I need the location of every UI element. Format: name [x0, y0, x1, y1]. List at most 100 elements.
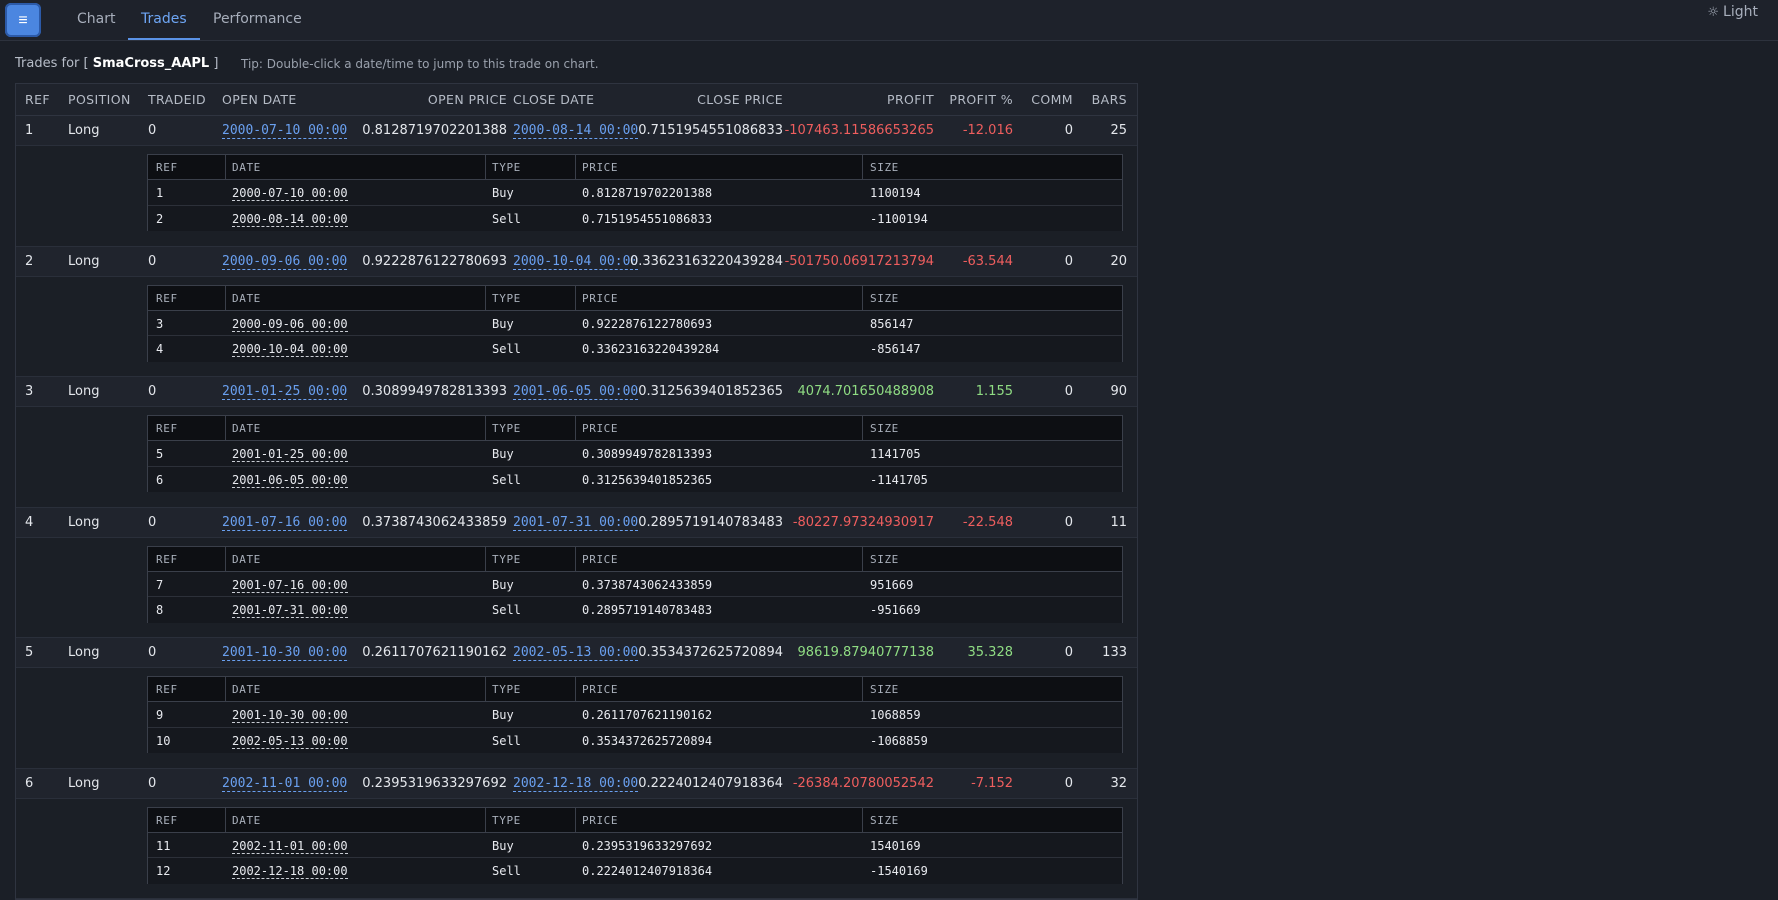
- col-profit[interactable]: PROFIT: [887, 92, 934, 107]
- trade-position: Long: [68, 253, 100, 269]
- open-price: 0.3738743062433859: [362, 514, 507, 530]
- trade-group: 1 Long 0 2000-07-10 00:00 0.8128719702201388…: [16, 116, 1137, 247]
- comm-value: 0: [1064, 514, 1073, 530]
- table-row[interactable]: 2 Long 0 2000-09-06 00:00 0.9222876122780693…: [16, 246, 1137, 277]
- bars-value: 11: [1110, 514, 1127, 530]
- order-size: -1141705: [870, 472, 928, 487]
- order-date-link[interactable]: 2001-10-30 00:00: [232, 708, 348, 723]
- col-open-price[interactable]: OPEN PRICE: [427, 92, 507, 107]
- order-date-link[interactable]: 2000-07-10 00:00: [232, 186, 348, 201]
- open-price: 0.3089949782813393: [362, 384, 507, 399]
- order-row[interactable]: 6 2001-06-05 00:00 Sell 0.3125639401852365 -…: [148, 466, 1122, 492]
- trade-detail: REF DATE TYPE PRICE SIZE 11 2002-11-01 00:00 Bu…: [16, 798, 1137, 899]
- col-bars[interactable]: BARS: [1091, 92, 1127, 107]
- order-size: 1540169: [870, 838, 921, 853]
- close-price: 0.7151954551086833: [638, 123, 783, 138]
- order-date-link[interactable]: 2000-08-14 00:00: [232, 211, 348, 227]
- sub-col-ref: REF: [156, 422, 178, 435]
- order-date-link[interactable]: 2002-05-13 00:00: [232, 733, 348, 749]
- close-date-link[interactable]: 2000-10-04 00:00: [513, 253, 639, 270]
- order-type: Buy: [492, 838, 514, 853]
- title-suffix: ]: [209, 56, 219, 71]
- trades-body: 1 Long 0 2000-07-10 00:00 0.8128719702201388…: [16, 116, 1137, 899]
- sub-col-type: TYPE: [492, 422, 521, 435]
- col-open-date[interactable]: OPEN DATE: [222, 92, 297, 107]
- close-date-link[interactable]: 2002-05-13 00:00: [513, 645, 639, 661]
- table-row[interactable]: 1 Long 0 2000-07-10 00:00 0.8128719702201388…: [16, 116, 1137, 146]
- table-row[interactable]: 3 Long 0 2001-01-25 00:00 0.3089949782813393…: [16, 377, 1137, 407]
- order-row[interactable]: 5 2001-01-25 00:00 Buy 0.3089949782813393 11…: [148, 441, 1122, 467]
- order-row[interactable]: 7 2001-07-16 00:00 Buy 0.3738743062433859 95…: [148, 571, 1122, 597]
- profit-value: -501750.06917213794: [784, 253, 934, 269]
- close-date-link[interactable]: 2001-07-31 00:00: [513, 514, 639, 531]
- col-comm[interactable]: COMM: [1031, 92, 1073, 107]
- table-row[interactable]: 5 Long 0 2001-10-30 00:00 0.2611707621190162…: [16, 638, 1137, 668]
- order-row[interactable]: 1 2000-07-10 00:00 Buy 0.8128719702201388 11…: [148, 180, 1122, 206]
- order-date-link[interactable]: 2000-09-06 00:00: [232, 316, 348, 332]
- order-type: Sell: [492, 603, 521, 617]
- order-date-link[interactable]: 2002-12-18 00:00: [232, 864, 348, 879]
- profit-pct-value: -63.544: [962, 253, 1013, 269]
- order-date-link[interactable]: 2000-10-04 00:00: [232, 342, 348, 357]
- trade-ref: 6: [25, 775, 34, 791]
- order-size: 856147: [870, 316, 914, 331]
- order-price: 0.9222876122780693: [582, 316, 713, 331]
- sub-col-price: PRICE: [582, 161, 619, 174]
- col-position[interactable]: POSITION: [68, 92, 131, 107]
- order-row[interactable]: 3 2000-09-06 00:00 Buy 0.9222876122780693 85…: [148, 310, 1122, 336]
- order-row[interactable]: 2 2000-08-14 00:00 Sell 0.7151954551086833 -…: [148, 205, 1122, 231]
- comm-value: 0: [1064, 384, 1073, 399]
- table-row[interactable]: 4 Long 0 2001-07-16 00:00 0.3738743062433859…: [16, 507, 1137, 538]
- order-date-link[interactable]: 2001-06-05 00:00: [232, 472, 348, 488]
- open-date-link[interactable]: 2001-10-30 00:00: [222, 645, 348, 661]
- close-date-link[interactable]: 2000-08-14 00:00: [513, 123, 639, 139]
- tab-chart[interactable]: Chart: [77, 11, 116, 27]
- order-date-link[interactable]: 2001-07-31 00:00: [232, 603, 348, 618]
- table-row[interactable]: 6 Long 0 2002-11-01 00:00 0.2395319633297692…: [16, 768, 1137, 799]
- sub-col-ref: REF: [156, 683, 178, 696]
- trade-group: 6 Long 0 2002-11-01 00:00 0.2395319633297692…: [16, 768, 1137, 899]
- order-row[interactable]: 4 2000-10-04 00:00 Sell 0.33623163220439284…: [148, 336, 1122, 362]
- col-tradeid[interactable]: TRADEID: [148, 92, 207, 107]
- orders-subtable: REF DATE TYPE PRICE SIZE 11 2002-11-01 00:00 Bu…: [147, 806, 1123, 884]
- order-date-link[interactable]: 2001-01-25 00:00: [232, 447, 348, 462]
- close-date-link[interactable]: 2002-12-18 00:00: [513, 775, 639, 792]
- sub-col-price: PRICE: [582, 291, 619, 305]
- sub-col-size: SIZE: [870, 552, 899, 566]
- profit-value: -80227.97324930917: [792, 514, 934, 530]
- close-date-link[interactable]: 2001-06-05 00:00: [513, 384, 639, 400]
- order-date-link[interactable]: 2002-11-01 00:00: [232, 838, 348, 854]
- order-ref: 1: [156, 186, 164, 200]
- col-close-price[interactable]: CLOSE PRICE: [697, 92, 783, 107]
- open-date-link[interactable]: 2002-11-01 00:00: [222, 775, 348, 792]
- order-price: 0.3534372625720894: [582, 733, 713, 748]
- theme-toggle-button[interactable]: ☼ Light: [1707, 2, 1758, 23]
- menu-icon[interactable]: ≡: [5, 3, 41, 37]
- order-size: 1141705: [870, 447, 921, 461]
- order-price: 0.33623163220439284: [582, 342, 720, 356]
- open-date-link[interactable]: 2001-07-16 00:00: [222, 514, 348, 531]
- open-date-link[interactable]: 2001-01-25 00:00: [222, 384, 348, 400]
- order-ref: 11: [156, 838, 171, 853]
- col-profit-pct[interactable]: PROFIT %: [949, 92, 1013, 107]
- sub-col-date: DATE: [232, 161, 261, 174]
- order-row[interactable]: 10 2002-05-13 00:00 Sell 0.3534372625720894…: [148, 727, 1122, 753]
- open-price: 0.9222876122780693: [362, 253, 507, 269]
- profit-pct-value: 35.328: [967, 645, 1014, 660]
- tab-performance[interactable]: Performance: [213, 11, 302, 27]
- trade-id: 0: [148, 645, 157, 660]
- order-row[interactable]: 8 2001-07-31 00:00 Sell 0.2895719140783483 -…: [148, 597, 1122, 623]
- trade-ref: 3: [25, 384, 34, 399]
- order-row[interactable]: 9 2001-10-30 00:00 Buy 0.2611707621190162 10…: [148, 702, 1122, 728]
- trade-id: 0: [148, 514, 157, 530]
- order-row[interactable]: 12 2002-12-18 00:00 Sell 0.2224012407918364…: [148, 858, 1122, 884]
- open-date-link[interactable]: 2000-09-06 00:00: [222, 253, 348, 270]
- col-ref[interactable]: REF: [25, 92, 50, 107]
- tab-trades[interactable]: Trades: [128, 0, 200, 40]
- open-date-link[interactable]: 2000-07-10 00:00: [222, 123, 348, 139]
- profit-pct-value: -12.016: [962, 123, 1013, 138]
- order-row[interactable]: 11 2002-11-01 00:00 Buy 0.2395319633297692 1…: [148, 832, 1122, 858]
- order-date-link[interactable]: 2001-07-16 00:00: [232, 577, 348, 593]
- col-close-date[interactable]: CLOSE DATE: [513, 92, 595, 107]
- sub-col-date: DATE: [232, 813, 261, 827]
